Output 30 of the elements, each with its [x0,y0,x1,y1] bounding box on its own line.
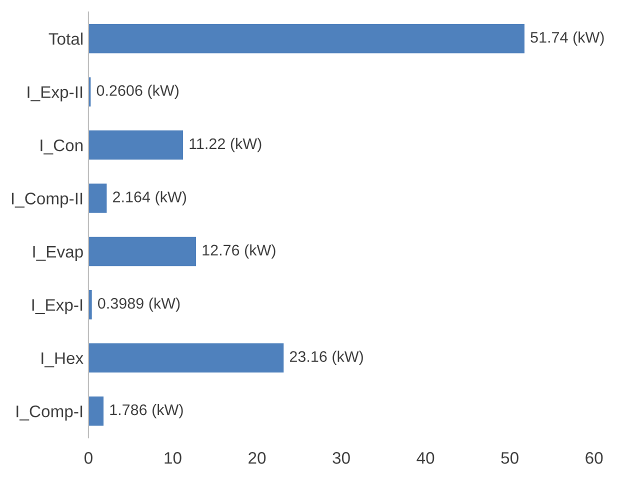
x-tick-label: 30 [332,452,350,464]
data-label: 0.3989 (kW) [98,298,180,312]
y-tick-label: I_Exp-I [32,299,82,314]
y-tick-label: I_Comp-I [16,406,82,421]
data-label: 51.74 (kW) [530,32,604,46]
bar [88,236,196,266]
y-tick-label: I_Hex [42,352,84,368]
bar [88,396,104,426]
data-label: 0.2606 (kW) [96,84,178,99]
x-tick-label: 10 [164,452,182,464]
x-tick-label: 20 [248,452,266,464]
bar [88,184,107,213]
y-tick-label: Total [48,32,83,45]
y-tick-label: I_Exp-II [28,86,82,102]
x-tick-label: 50 [501,452,518,464]
bar [88,24,524,54]
data-label: 12.76 (kW) [202,244,276,259]
x-tick-label: 0 [84,452,92,464]
bar [88,290,92,320]
bar [88,343,284,373]
data-label: 2.164 (kW) [113,191,186,206]
y-tick-label: I_Evap [33,246,83,261]
data-label: 23.16 (kW) [290,350,363,366]
y-tick-label: I_Con [40,139,83,154]
y-tick-label: I_Comp-II [12,192,82,208]
data-label: 11.22 (kW) [190,138,262,152]
data-label: 1.786 (kW) [110,404,183,418]
x-tick-label: 40 [416,452,434,464]
bar [88,130,184,160]
x-tick-label: 60 [586,452,603,464]
